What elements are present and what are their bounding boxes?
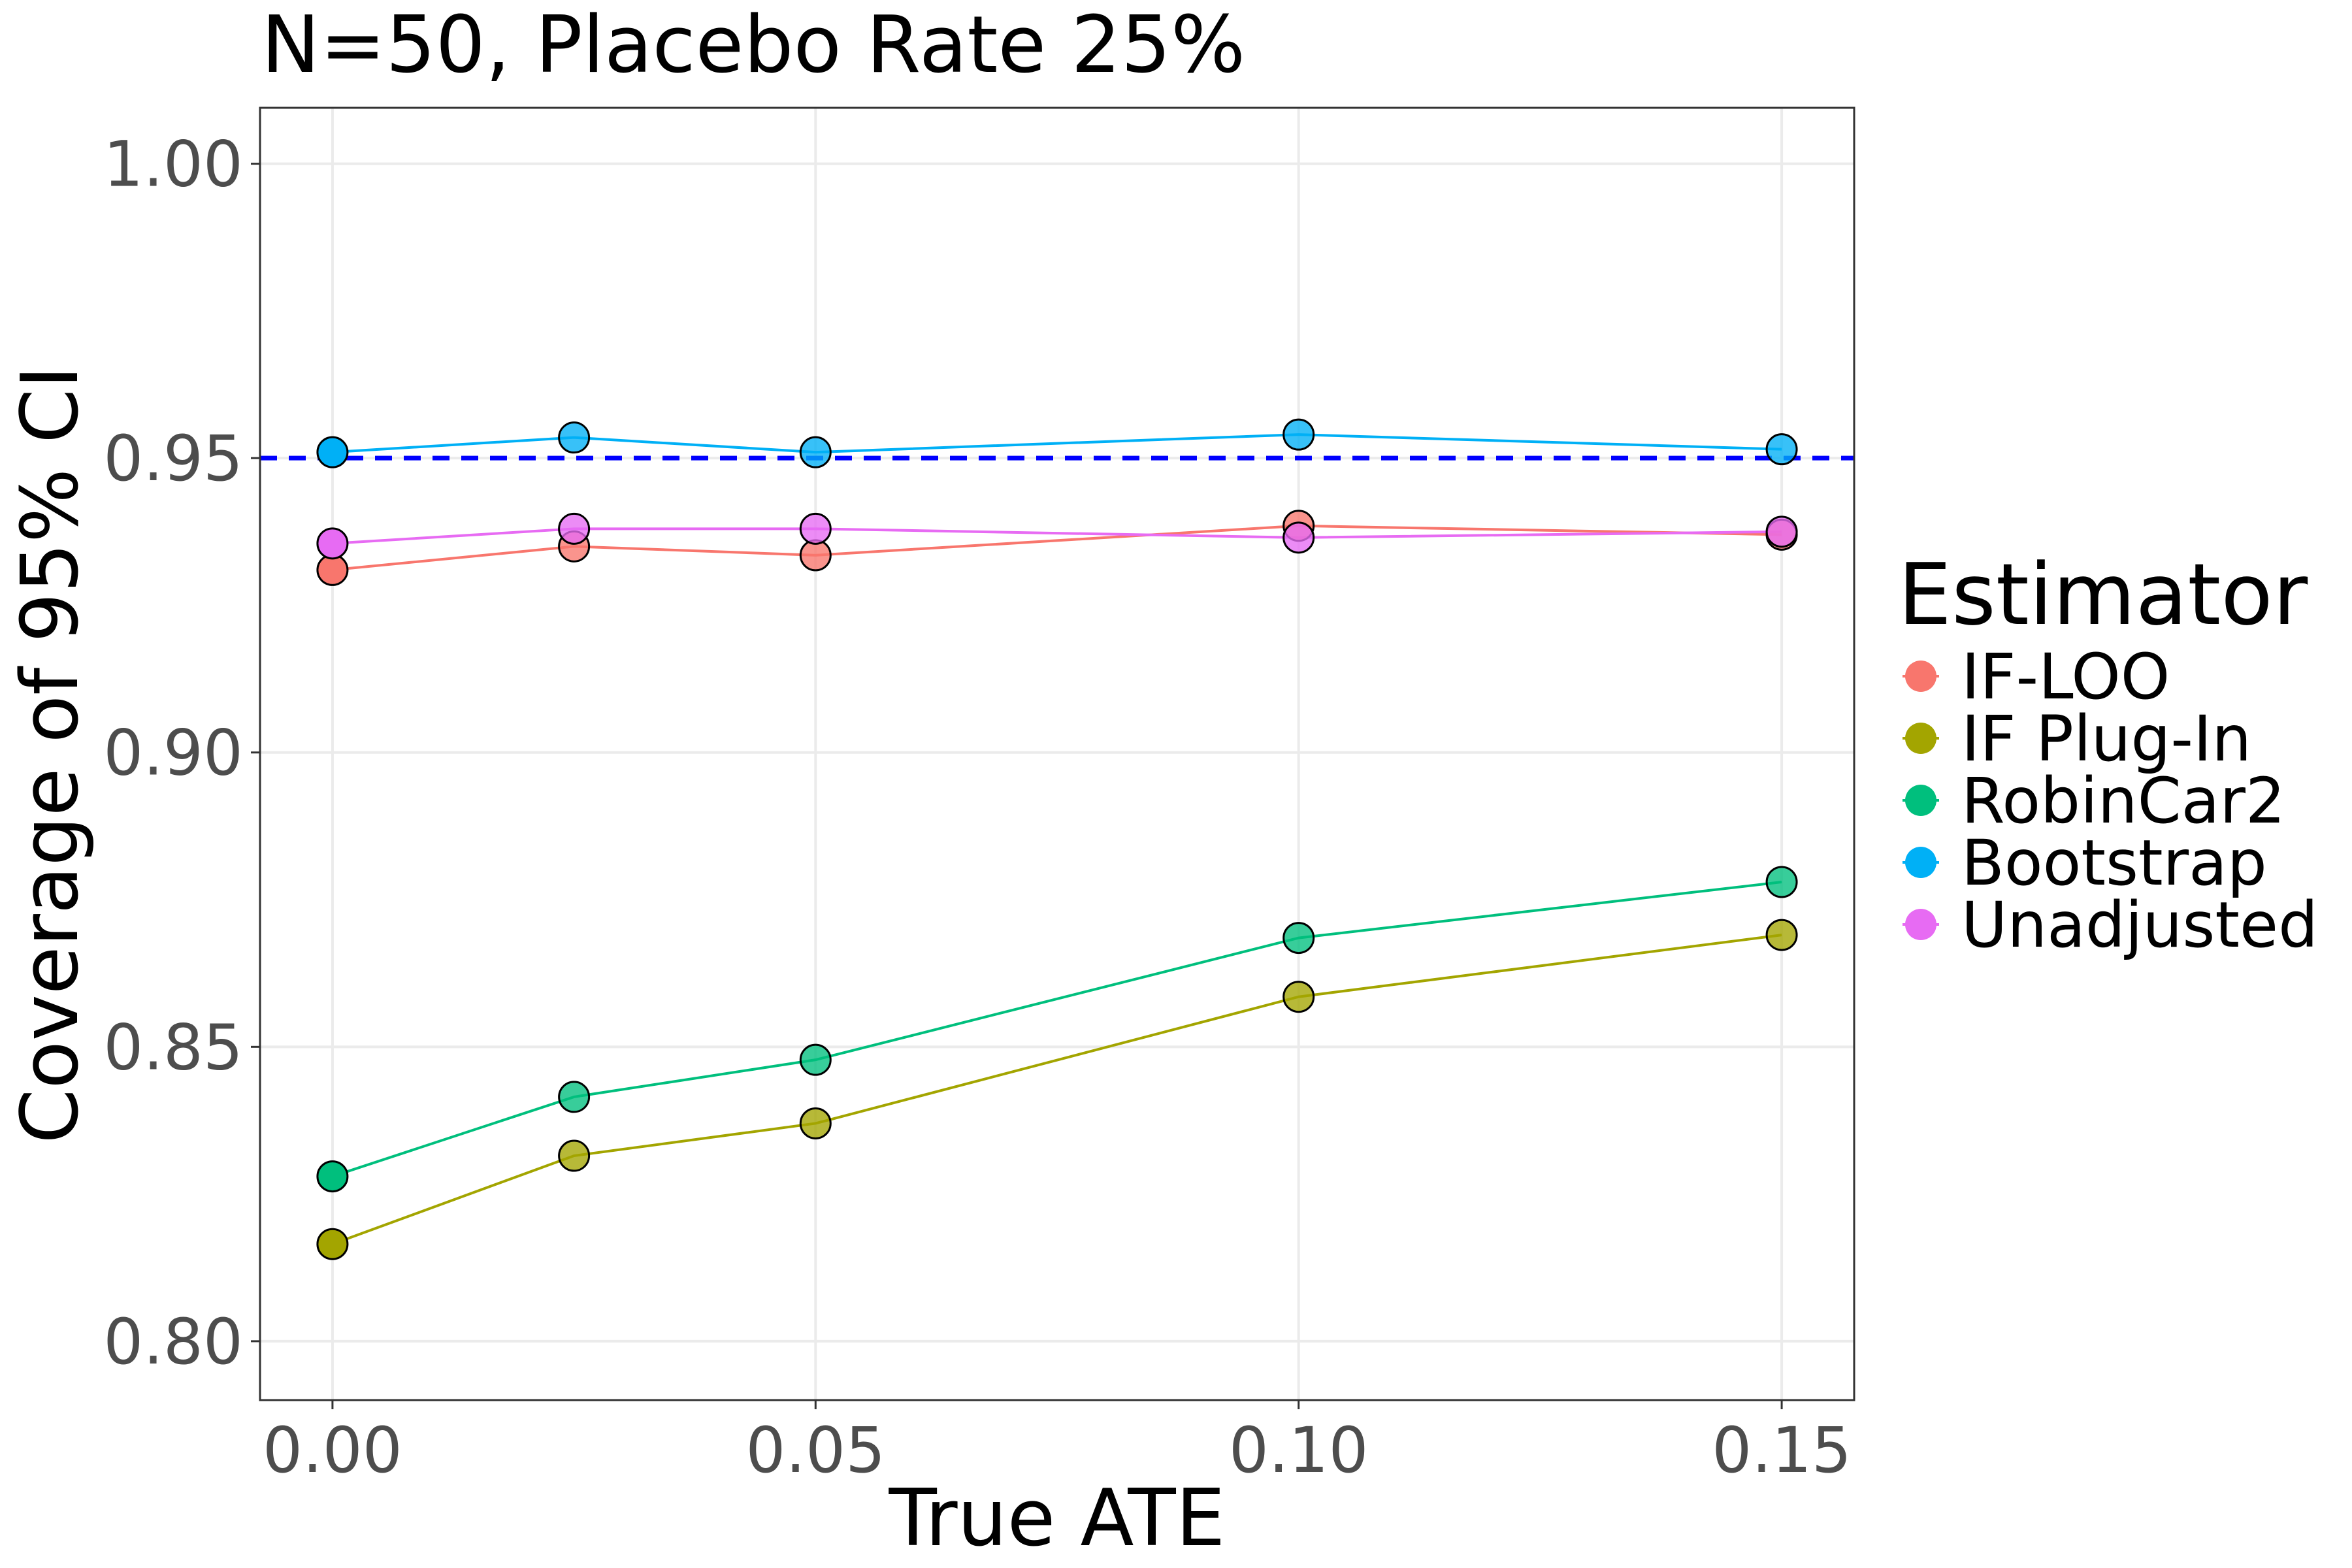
legend-title: Estimator <box>1898 545 2308 644</box>
data-point-4-2 <box>799 512 832 545</box>
data-point-3-4 <box>1765 433 1798 466</box>
y-tick-label-0: 0.80 <box>103 1305 243 1379</box>
data-point-3-1 <box>558 421 591 454</box>
y-axis-title: Coverage of 95% CI <box>5 366 96 1144</box>
data-point-1-4 <box>1765 919 1798 951</box>
data-point-3-3 <box>1282 418 1315 451</box>
legend-label-2: RobinCar2 <box>1961 764 2285 838</box>
legend-label-0: IF-LOO <box>1961 640 2170 713</box>
data-point-1-1 <box>558 1139 591 1172</box>
data-point-4-3 <box>1282 521 1315 554</box>
legend-label-3: Bootstrap <box>1961 826 2267 900</box>
x-tick-label-1: 0.05 <box>745 1414 885 1487</box>
legend-key-dot-3 <box>1905 847 1936 878</box>
data-point-3-0 <box>316 436 349 468</box>
data-point-4-1 <box>558 512 591 545</box>
data-point-2-0 <box>316 1160 349 1193</box>
y-tick-label-3: 0.95 <box>103 422 243 495</box>
legend-key-dot-2 <box>1905 785 1936 816</box>
x-axis-title: True ATE <box>889 1473 1226 1564</box>
y-tick-label-4: 1.00 <box>103 128 243 201</box>
data-point-1-3 <box>1282 981 1315 1013</box>
data-point-1-0 <box>316 1228 349 1260</box>
x-tick-label-0: 0.00 <box>263 1414 402 1487</box>
y-tick-label-1: 0.85 <box>103 1011 243 1084</box>
legend-label-1: IF Plug-In <box>1961 702 2251 776</box>
data-point-2-2 <box>799 1043 832 1076</box>
legend-label-4: Unadjusted <box>1961 889 2318 962</box>
y-tick-label-2: 0.90 <box>103 717 243 790</box>
data-point-2-3 <box>1282 922 1315 955</box>
chart-title: N=50, Placebo Rate 25% <box>261 0 1245 91</box>
data-point-2-4 <box>1765 866 1798 898</box>
x-axis: 0.00 0.05 0.10 0.15 <box>263 1400 1852 1487</box>
panel-border <box>259 106 1855 1401</box>
data-point-4-4 <box>1765 515 1798 548</box>
data-point-1-2 <box>799 1107 832 1139</box>
legend-key-dot-0 <box>1905 661 1936 692</box>
series-points <box>316 418 1798 1260</box>
legend-key-dot-4 <box>1905 909 1936 940</box>
data-point-4-0 <box>316 527 349 560</box>
x-tick-label-3: 0.15 <box>1712 1414 1852 1487</box>
legend-key-dot-1 <box>1905 723 1936 754</box>
x-tick-label-2: 0.10 <box>1229 1414 1369 1487</box>
y-axis: 0.80 0.85 0.90 0.95 1.00 <box>103 128 260 1379</box>
data-point-3-2 <box>799 436 832 468</box>
data-point-2-1 <box>558 1081 591 1113</box>
plot-area <box>259 106 1855 1401</box>
